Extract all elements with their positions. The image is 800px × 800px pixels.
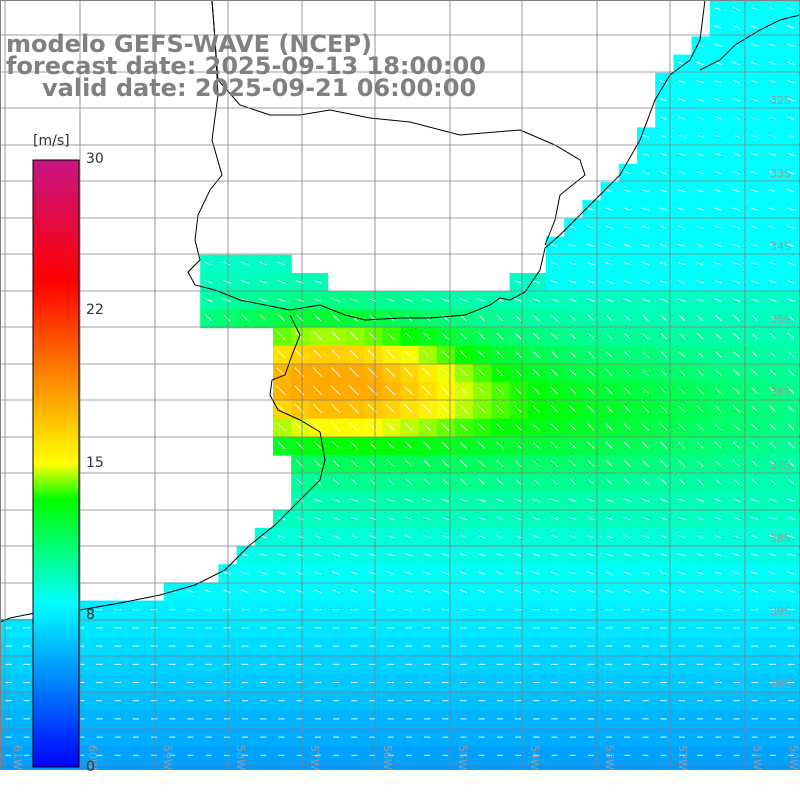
- lon-label: 51W: [751, 745, 764, 770]
- lat-label: 39S: [770, 605, 791, 618]
- colorbar-tick-30: 30: [86, 151, 104, 167]
- lon-label: 50W: [787, 745, 800, 770]
- wind-vectors: [4, 7, 795, 756]
- forecast-date: forecast date: 2025-09-13 18:00:00: [6, 52, 486, 80]
- lat-label: 35S: [770, 313, 791, 326]
- lat-label: 34S: [770, 240, 791, 253]
- lat-lon-grid: [0, 0, 800, 770]
- longitude-labels: 61W 60W 59W 58W 57W 56W 55W 54W 53W 52W 51W 50W: [11, 745, 800, 770]
- lon-label: 60W: [86, 745, 99, 770]
- lat-label: 37S: [770, 459, 791, 472]
- lon-label: 52W: [676, 745, 689, 770]
- coastline: [0, 0, 800, 623]
- colorbar-unit: [m/s]: [33, 133, 70, 149]
- model-title: modelo GEFS-WAVE (NCEP): [6, 30, 372, 58]
- lat-label: 40S: [770, 678, 791, 691]
- colorbar-tick-0: 0: [86, 759, 95, 775]
- lon-label: 58W: [234, 745, 247, 770]
- lon-label: 54W: [528, 745, 541, 770]
- lon-label: 55W: [456, 745, 469, 770]
- lon-label: 53W: [603, 745, 616, 770]
- lat-label: 36S: [770, 386, 791, 399]
- colorbar-tick-15: 15: [86, 455, 104, 471]
- colorbar-tick-22: 22: [86, 302, 104, 318]
- lat-label: 32S: [770, 94, 791, 107]
- lon-label: 61W: [11, 745, 24, 770]
- lat-label: 33S: [770, 167, 791, 180]
- valid-date: valid date: 2025-09-21 06:00:00: [42, 74, 477, 102]
- lon-label: 57W: [308, 745, 321, 770]
- colorbar-tick-8: 8: [86, 607, 95, 623]
- lon-label: 59W: [161, 745, 174, 770]
- lon-label: 56W: [381, 745, 394, 770]
- latitude-labels: 32S 33S 34S 35S 36S 37S 38S 39S 40S: [770, 94, 791, 691]
- colorbar: [32, 159, 80, 768]
- lat-label: 38S: [770, 532, 791, 545]
